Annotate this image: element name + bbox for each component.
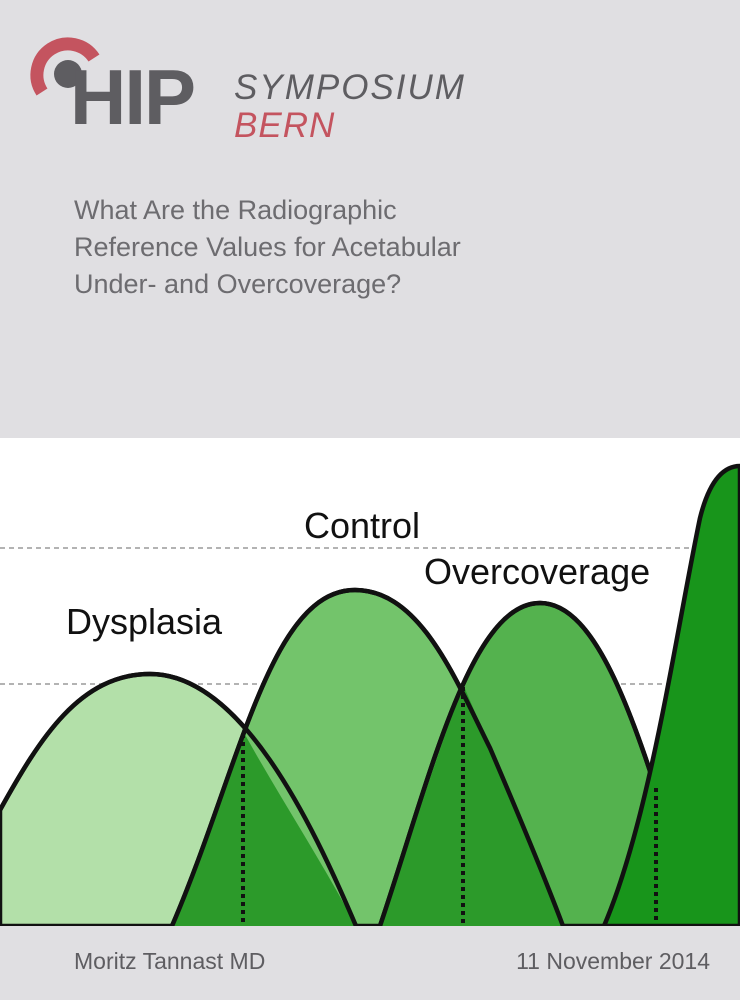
title-line-2: Reference Values for Acetabular: [74, 232, 461, 262]
logo-arc-icon: [30, 37, 100, 96]
distribution-figure: Dysplasia Control Overcoverage: [0, 438, 740, 926]
overlap-region-control-overcoverage: [380, 684, 563, 926]
label-overcoverage: Overcoverage: [424, 551, 650, 592]
overlap-region-dysplasia-control: [172, 731, 356, 926]
label-control: Control: [304, 505, 420, 546]
hip-symposium-logo: HIP SYMPOSIUM BERN: [28, 30, 488, 150]
title-line-3: Under- and Overcoverage?: [74, 269, 402, 299]
author-name: Moritz Tannast MD: [74, 948, 266, 974]
logo-symposium-text: SYMPOSIUM: [234, 68, 466, 107]
presentation-date: 11 November 2014: [516, 948, 710, 974]
presentation-title: What Are the Radiographic Reference Valu…: [74, 192, 674, 303]
distribution-curves-svg: Dysplasia Control Overcoverage: [0, 463, 740, 926]
title-line-1: What Are the Radiographic: [74, 195, 397, 225]
logo-bern-text: BERN: [234, 106, 336, 145]
logo-hip-text: HIP: [70, 53, 196, 141]
dysplasia-outline: [0, 671, 359, 926]
rightmost-curve: [601, 463, 740, 926]
label-dysplasia: Dysplasia: [66, 601, 223, 642]
